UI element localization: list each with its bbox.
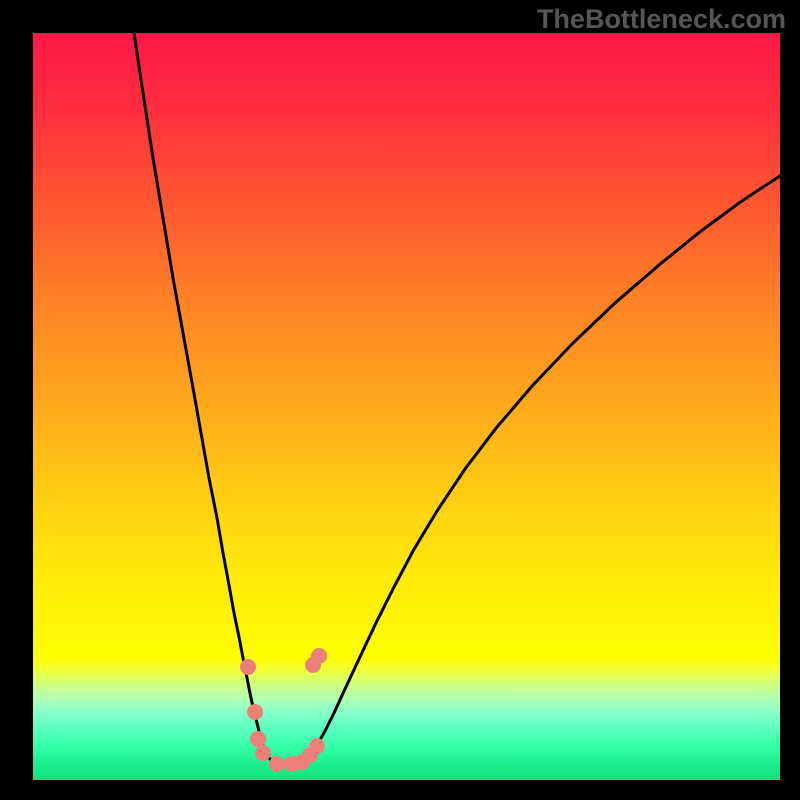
marker-point bbox=[311, 648, 327, 664]
marker-point bbox=[309, 738, 325, 754]
plot-area bbox=[33, 33, 780, 780]
markers-group bbox=[240, 648, 327, 772]
marker-point bbox=[250, 731, 266, 747]
marker-point bbox=[240, 659, 256, 675]
marker-point bbox=[269, 756, 285, 772]
right-curve bbox=[285, 176, 780, 765]
marker-point bbox=[255, 745, 271, 761]
left-curve bbox=[134, 33, 285, 765]
watermark-text: TheBottleneck.com bbox=[537, 4, 786, 35]
curve-overlay bbox=[33, 33, 780, 780]
chart-container: TheBottleneck.com bbox=[0, 0, 800, 800]
marker-point bbox=[247, 704, 263, 720]
